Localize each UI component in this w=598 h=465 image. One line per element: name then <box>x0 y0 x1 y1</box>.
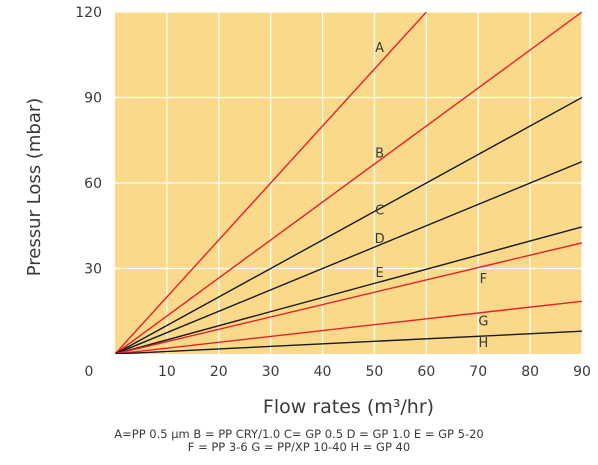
x-tick-label: 40 <box>314 364 332 380</box>
series-label-e: E <box>376 266 384 281</box>
pressure-loss-chart: A B CD E F GH 0 10 20 30 40 50 60 70 80 90 30 60 90 120 F… <box>24 5 591 418</box>
y-tick-label: 120 <box>75 5 102 21</box>
series-label-h: H <box>479 336 489 351</box>
series-line-h <box>115 330 582 354</box>
x-tick-label: 80 <box>521 364 539 380</box>
series-line-g <box>115 300 582 354</box>
series-label-d: D <box>375 232 385 247</box>
x-tick-label: 10 <box>158 364 176 380</box>
series-label-g: G <box>478 315 488 330</box>
x-tick-label: 60 <box>417 364 435 380</box>
x-tick-label: 0 <box>85 364 94 380</box>
series-line-a <box>115 12 427 354</box>
x-tick-label: 50 <box>366 364 384 380</box>
legend-note-line-1: A=PP 0.5 µm B = PP CRY/1.0 C= GP 0.5 D =… <box>114 427 484 441</box>
x-axis-label: Flow rates (m³/hr) <box>263 396 434 418</box>
series-label-c: C <box>375 203 384 218</box>
y-axis-label: Pressur Loss (mbar) <box>24 98 45 277</box>
y-tick-label: 90 <box>84 91 102 107</box>
data-lines <box>115 12 582 354</box>
y-axis-ticks: 30 60 90 120 <box>75 5 102 278</box>
x-tick-label: 30 <box>262 364 280 380</box>
line-labels: A B CD E F GH <box>375 41 489 351</box>
x-tick-label: 90 <box>573 364 591 380</box>
series-label-a: A <box>375 41 384 56</box>
y-tick-label: 60 <box>84 176 102 192</box>
x-axis-ticks: 0 10 20 30 40 50 60 70 80 90 <box>85 364 591 380</box>
x-tick-label: 70 <box>469 364 487 380</box>
series-line-b <box>115 12 582 354</box>
series-label-b: B <box>375 146 384 161</box>
series-line-c <box>115 96 582 354</box>
series-line-e <box>115 226 582 354</box>
series-label-f: F <box>480 272 487 287</box>
series-line-f <box>115 242 582 354</box>
series-line-d <box>115 160 582 354</box>
x-tick-label: 20 <box>210 364 228 380</box>
legend-note-line-2: F = PP 3-6 G = PP/XP 10-40 H = GP 40 <box>187 440 411 454</box>
y-tick-label: 30 <box>84 262 102 278</box>
